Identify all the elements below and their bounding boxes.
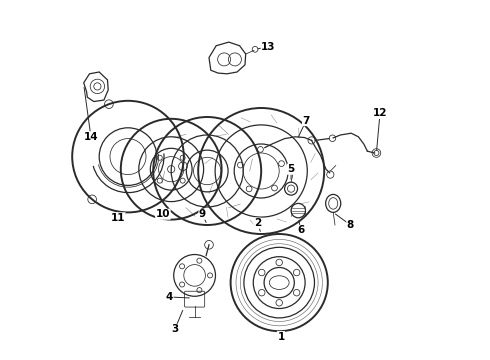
Text: 2: 2 (254, 218, 261, 228)
Text: 12: 12 (373, 108, 387, 118)
Text: 9: 9 (199, 209, 206, 219)
Text: 8: 8 (347, 220, 354, 230)
Text: 3: 3 (171, 324, 178, 334)
Text: 6: 6 (297, 225, 304, 235)
Text: 5: 5 (288, 164, 294, 174)
Text: 10: 10 (156, 209, 170, 219)
Text: 1: 1 (277, 332, 285, 342)
Text: 11: 11 (111, 213, 125, 223)
Text: 14: 14 (84, 132, 98, 142)
Text: 7: 7 (302, 116, 310, 126)
Text: 4: 4 (166, 292, 173, 302)
Text: 13: 13 (261, 42, 276, 52)
